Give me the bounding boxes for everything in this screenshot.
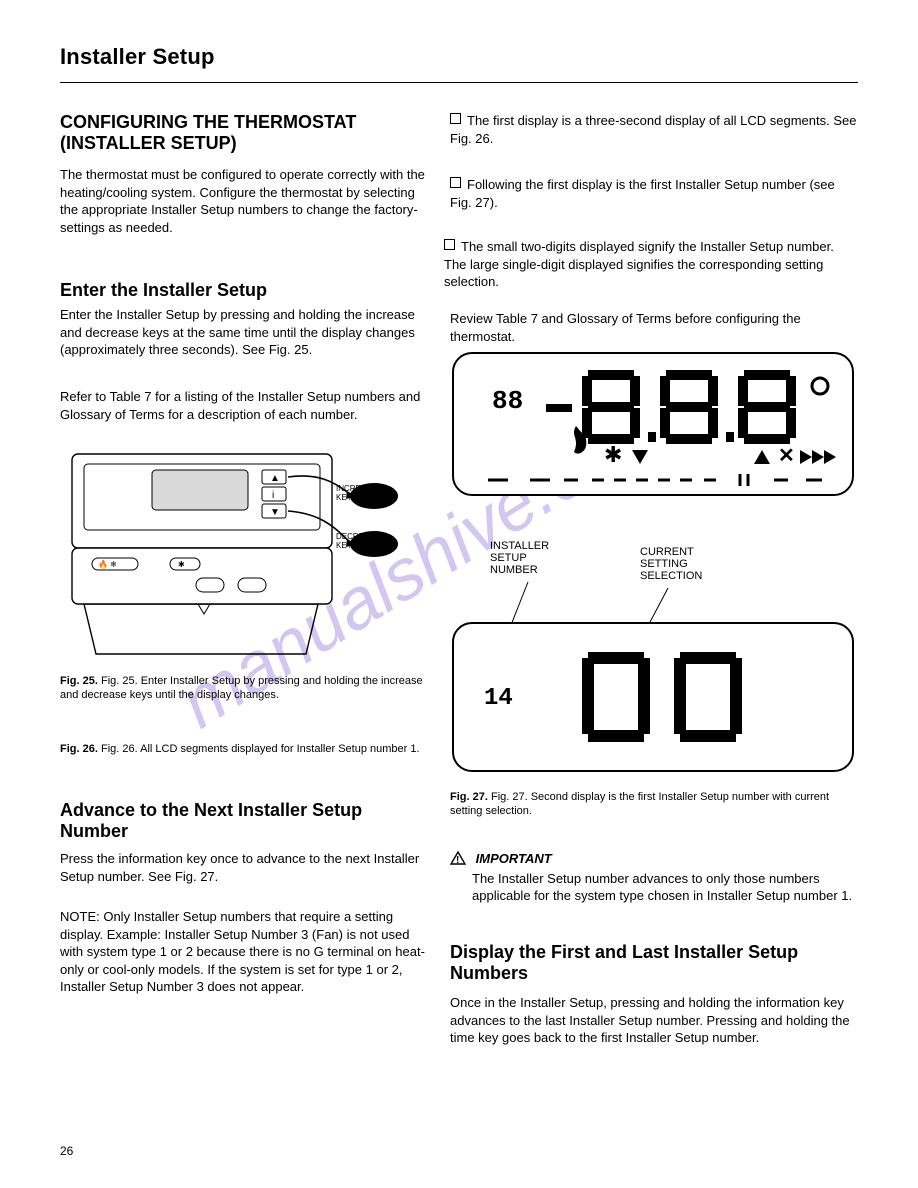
para-first-last: Once in the Installer Setup, pressing an… bbox=[450, 994, 858, 1047]
page-title: Installer Setup bbox=[60, 44, 215, 70]
lcd1-bottom-dashes bbox=[488, 474, 822, 486]
para-review-table: Review Table 7 and Glossary of Terms bef… bbox=[450, 310, 858, 345]
key-down-glyph: ▼ bbox=[270, 507, 280, 518]
label-increase-key: INCREASE KEY bbox=[336, 484, 377, 502]
title-rule bbox=[60, 82, 858, 83]
para-configuring: The thermostat must be configured to ope… bbox=[60, 166, 430, 236]
fig26-caption: Fig. 26. Fig. 26. All LCD segments displ… bbox=[60, 742, 432, 756]
note-block: NOTE: Only Installer Setup numbers that … bbox=[60, 908, 430, 996]
step-2: Following the first display is the first… bbox=[450, 176, 858, 211]
step-box-icon bbox=[450, 177, 461, 188]
fig26-caption-text: Fig. 26. All LCD segments displayed for … bbox=[101, 743, 420, 755]
svg-text:!: ! bbox=[456, 855, 459, 865]
fig27-caption-text: Fig. 27. Second display is the first Ins… bbox=[450, 791, 829, 817]
warning-triangle-icon: ! bbox=[450, 851, 466, 865]
svg-text:✕: ✕ bbox=[778, 445, 795, 467]
lcd1-main bbox=[546, 370, 796, 444]
lcd-all-segments: 88 ✱ bbox=[452, 352, 854, 496]
key-info-glyph: i bbox=[272, 490, 274, 501]
fig27-caption: Fig. 27. Fig. 27. Second display is the … bbox=[450, 790, 858, 819]
heading-configuring: CONFIGURING THE THERMOSTAT (INSTALLER SE… bbox=[60, 112, 430, 154]
important-heading: IMPORTANT bbox=[476, 851, 552, 866]
lcd2-main bbox=[582, 652, 742, 742]
step-1: The first display is a three-second disp… bbox=[450, 112, 858, 147]
lcd-first-setup: 14 bbox=[452, 622, 854, 772]
lcd1-small-digits: 88 bbox=[492, 386, 523, 416]
para-enter-2: Refer to Table 7 for a listing of the In… bbox=[60, 388, 430, 423]
lcd1-icons-row: ✱ ✕ bbox=[574, 426, 836, 467]
heading-first-last: Display the First and Last Installer Set… bbox=[450, 942, 858, 984]
important-block: ! IMPORTANT The Installer Setup number a… bbox=[450, 850, 858, 905]
important-text: The Installer Setup number advances to o… bbox=[472, 870, 858, 905]
para-enter-1: Enter the Installer Setup by pressing an… bbox=[60, 306, 430, 359]
svg-text:✱: ✱ bbox=[178, 560, 185, 569]
fig25-caption-text: Fig. 25. Enter Installer Setup by pressi… bbox=[60, 675, 423, 701]
key-up-glyph: ▲ bbox=[270, 473, 280, 484]
label-decrease-key: DECREASE KEY bbox=[336, 532, 380, 550]
svg-text:🔥 ❄: 🔥 ❄ bbox=[98, 559, 117, 569]
fig25-caption: Fig. 25. Fig. 25. Enter Installer Setup … bbox=[60, 674, 432, 703]
heading-advance: Advance to the Next Installer Setup Numb… bbox=[60, 800, 430, 842]
step-3: The small two-digits displayed signify t… bbox=[444, 238, 858, 291]
svg-text:✱: ✱ bbox=[604, 442, 622, 467]
step-box-icon bbox=[444, 239, 455, 250]
para-advance: Press the information key once to advanc… bbox=[60, 850, 430, 885]
lcd2-small-digits: 14 bbox=[484, 685, 513, 712]
step-box-icon bbox=[450, 113, 461, 124]
degree-icon bbox=[812, 378, 828, 394]
heading-enter-setup: Enter the Installer Setup bbox=[60, 280, 430, 301]
page-number: 26 bbox=[60, 1144, 73, 1158]
